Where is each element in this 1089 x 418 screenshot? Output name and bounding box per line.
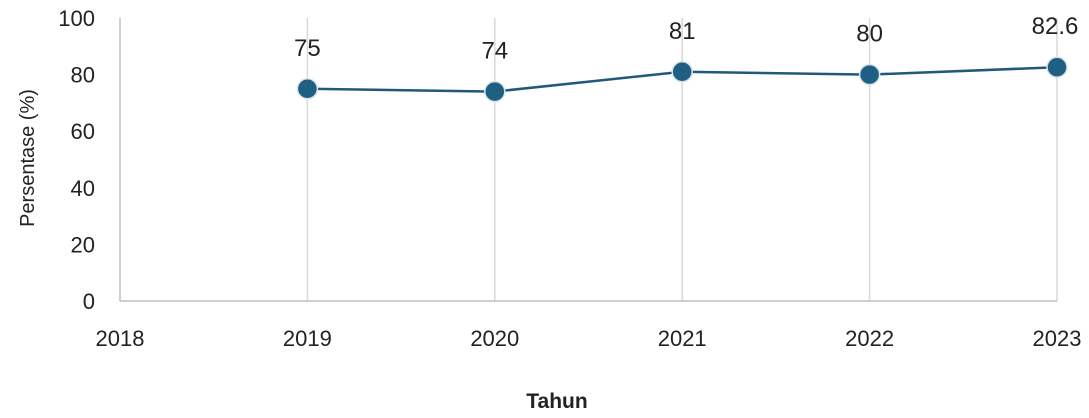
data-label-2023: 82.6 — [1032, 13, 1079, 40]
series-line — [296, 56, 1068, 103]
x-tick-label-2020: 2020 — [470, 326, 519, 351]
x-axis-title: Tahun — [526, 390, 587, 413]
x-tick-label-2019: 2019 — [283, 326, 332, 351]
y-axis-title: Persentase (%) — [17, 89, 39, 227]
data-label-2020: 74 — [481, 38, 508, 65]
x-tick-label-2021: 2021 — [658, 326, 707, 351]
grid-lines — [306, 18, 1058, 301]
x-tick-label-2018: 2018 — [96, 326, 145, 351]
data-point-2022 — [858, 63, 881, 86]
data-label-2021: 81 — [669, 18, 696, 45]
x-tick-label-2022: 2022 — [845, 326, 894, 351]
y-tick-label-100: 100 — [58, 6, 95, 31]
data-point-2021 — [671, 61, 693, 83]
data-point-2019 — [296, 78, 319, 100]
axes: 0 20 40 60 80 100 2018 2019 2020 2021 2022 2023 — [58, 6, 1081, 351]
data-label-2019: 75 — [294, 35, 321, 62]
y-tick-label-60: 60 — [71, 119, 95, 144]
data-point-2023 — [1046, 56, 1068, 78]
y-tick-label-40: 40 — [71, 176, 95, 201]
y-tick-label-80: 80 — [71, 63, 95, 88]
data-point-2020 — [484, 80, 506, 103]
data-labels: 75 74 81 80 82.6 — [294, 13, 1078, 64]
y-tick-label-20: 20 — [71, 232, 95, 257]
y-tick-label-0: 0 — [83, 289, 95, 314]
data-label-2022: 80 — [856, 21, 883, 48]
x-tick-label-2023: 2023 — [1033, 326, 1082, 351]
